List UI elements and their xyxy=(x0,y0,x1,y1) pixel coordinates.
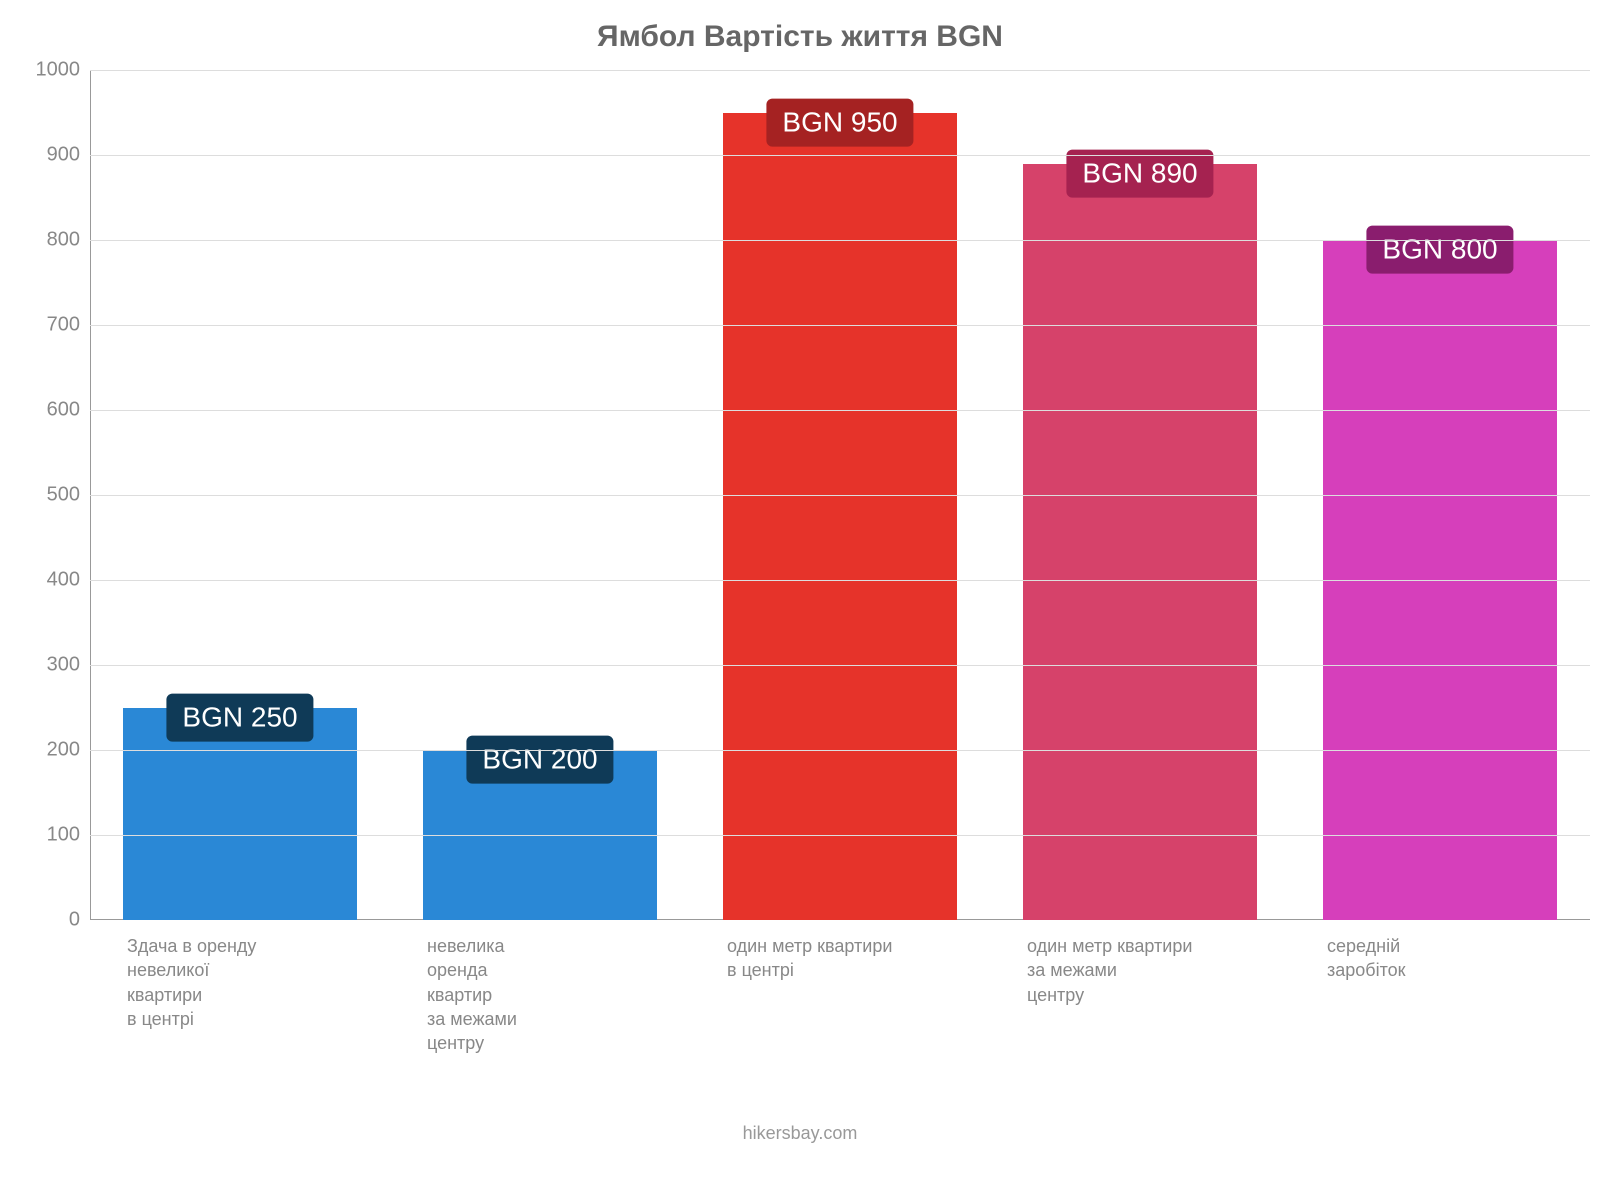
plot-area: BGN 250BGN 200BGN 950BGN 890BGN 800 0100… xyxy=(90,70,1590,920)
grid-line xyxy=(90,665,1590,666)
grid-line xyxy=(90,495,1590,496)
bar-chart: Ямбол Вартість життя BGN BGN 250 BGN 200 B… xyxy=(0,0,1600,1200)
chart-title: Ямбол Вартість життя BGN xyxy=(0,0,1600,54)
y-tick-label: 400 xyxy=(47,569,90,592)
y-tick-label: 800 xyxy=(47,229,90,252)
y-tick-label: 900 xyxy=(47,144,90,167)
bar-value-badge: BGN 800 xyxy=(1366,226,1513,274)
bar xyxy=(1023,164,1257,921)
grid-line xyxy=(90,750,1590,751)
bar-value-badge: BGN 200 xyxy=(466,736,613,784)
x-tick-label: невелика оренда квартир за межами центру xyxy=(427,920,627,1055)
x-tick-label: один метр квартири за межами центру xyxy=(1027,920,1227,1007)
y-tick-label: 100 xyxy=(47,824,90,847)
y-tick-label: 1000 xyxy=(36,59,91,82)
y-tick-label: 700 xyxy=(47,314,90,337)
grid-line xyxy=(90,580,1590,581)
x-tick-label: Здача в оренду невеликої квартири в цент… xyxy=(127,920,327,1031)
y-tick-label: 0 xyxy=(69,909,90,932)
x-tick-label: середній заробіток xyxy=(1327,920,1527,983)
attribution-text: hikersbay.com xyxy=(743,1123,858,1144)
bar xyxy=(723,113,957,921)
y-tick-label: 500 xyxy=(47,484,90,507)
grid-line xyxy=(90,835,1590,836)
bar-value-badge: BGN 250 xyxy=(166,693,313,741)
grid-line xyxy=(90,155,1590,156)
y-tick-label: 600 xyxy=(47,399,90,422)
bar-value-badge: BGN 890 xyxy=(1066,149,1213,197)
grid-line xyxy=(90,240,1590,241)
x-tick-label: один метр квартири в центрі xyxy=(727,920,927,983)
y-tick-label: 300 xyxy=(47,654,90,677)
grid-line xyxy=(90,410,1590,411)
grid-line xyxy=(90,70,1590,71)
grid-line xyxy=(90,325,1590,326)
y-tick-label: 200 xyxy=(47,739,90,762)
bar-value-badge: BGN 950 xyxy=(766,98,913,146)
